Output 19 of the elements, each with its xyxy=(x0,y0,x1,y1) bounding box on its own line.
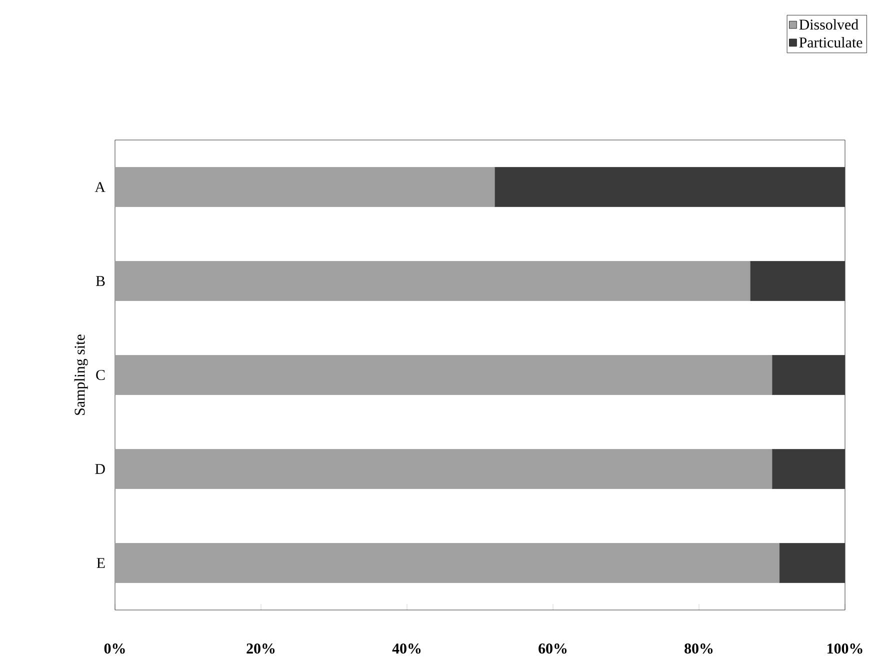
y-tick-label: D xyxy=(95,464,105,474)
x-tick-label: 40% xyxy=(392,644,421,654)
legend-label: Dissolved xyxy=(799,19,858,30)
bar xyxy=(779,543,846,583)
x-tick-label: 80% xyxy=(684,644,713,654)
y-tick-label: A xyxy=(94,182,106,192)
bar xyxy=(750,261,846,301)
x-tick-label: 0% xyxy=(104,644,125,654)
y-tick-label: C xyxy=(96,370,105,380)
legend-label: Particulate xyxy=(799,37,862,48)
x-tick-label: 100% xyxy=(828,644,862,654)
y-tick-label: B xyxy=(96,276,105,286)
bar xyxy=(772,355,846,395)
x-tick-label: 20% xyxy=(246,644,275,654)
y-tick-label: E xyxy=(96,558,105,568)
x-tick-label: 60% xyxy=(538,644,567,654)
y-axis-title: Sampling site xyxy=(74,334,88,415)
bar xyxy=(772,449,846,489)
bar xyxy=(494,167,846,207)
